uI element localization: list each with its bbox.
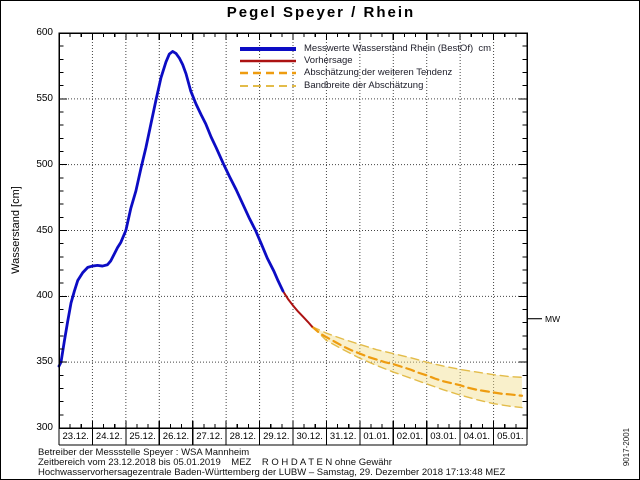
x-axis-tick-label: 02.01. bbox=[396, 431, 424, 442]
legend-label: Vorhersage bbox=[304, 55, 353, 67]
measured-line bbox=[57, 50, 285, 368]
y-axis-tick-label: 350 bbox=[36, 356, 53, 368]
x-axis-tick-label: 31.12. bbox=[329, 431, 357, 442]
x-axis-tick-label: 23.12. bbox=[62, 431, 89, 442]
chart-title: Pegel Speyer / Rhein bbox=[226, 4, 416, 21]
legend-label: Abschätzung der weiteren Tendenz bbox=[304, 67, 453, 79]
y-axis-tick-label: 550 bbox=[36, 92, 53, 104]
x-axis-tick-label: 01.01. bbox=[363, 431, 390, 442]
y-axis-tick-label: 400 bbox=[36, 290, 53, 302]
legend-label: Messwerte Wasserstand Rhein (BestOf) cm bbox=[304, 43, 492, 55]
y-axis-tick-label: 500 bbox=[36, 158, 53, 170]
plot-id-code: 9017-2001 bbox=[622, 427, 631, 467]
footer-operator-line: Betreiber der Messstelle Speyer : WSA Ma… bbox=[38, 447, 250, 458]
legend-item: Bandbreite der Abschätzung bbox=[239, 80, 491, 92]
footer-timerange-line: Zeitbereich vom 23.12.2018 bis 05.01.201… bbox=[38, 457, 392, 468]
x-axis-tick-label: 28.12. bbox=[229, 431, 257, 442]
legend-label: Bandbreite der Abschätzung bbox=[304, 79, 424, 91]
x-axis-tick-label: 24.12. bbox=[95, 431, 123, 442]
x-axis-tick-label: 30.12. bbox=[296, 431, 323, 442]
y-axis-tick-label: 300 bbox=[36, 422, 53, 433]
legend-swatch bbox=[240, 72, 296, 75]
y-axis-tick-label: 600 bbox=[36, 27, 53, 38]
legend-item: Abschätzung der weiteren Tendenz bbox=[239, 67, 491, 79]
legend-swatch bbox=[240, 84, 296, 87]
x-axis-tick-label: 26.12. bbox=[162, 431, 190, 442]
y-axis-tick-label: 450 bbox=[36, 224, 53, 236]
legend-item: Vorhersage bbox=[239, 55, 491, 67]
x-axis-tick-label: 03.01. bbox=[430, 431, 457, 442]
x-axis-tick-label: 04.01. bbox=[463, 431, 491, 442]
forecast-line bbox=[281, 290, 314, 328]
legend-swatch bbox=[240, 47, 296, 52]
tendency-line bbox=[310, 325, 524, 397]
legend-swatch bbox=[240, 60, 296, 63]
legend: Messwerte Wasserstand Rhein (BestOf) cm V… bbox=[239, 43, 491, 92]
x-axis-tick-label: 05.01. bbox=[497, 431, 524, 442]
x-axis-tick-label: 27.12. bbox=[196, 431, 223, 442]
footer-source-line: Hochwasservorhersagezentrale Baden-Württ… bbox=[38, 467, 506, 478]
x-axis-tick-label: 25.12. bbox=[129, 431, 156, 442]
x-axis-tick-label: 29.12. bbox=[263, 431, 290, 442]
mw-marker-label: MW bbox=[545, 313, 561, 324]
band-upper-line bbox=[311, 325, 523, 379]
band-lower-line bbox=[311, 325, 523, 409]
legend-item: Messwerte Wasserstand Rhein (BestOf) cm bbox=[239, 43, 491, 55]
